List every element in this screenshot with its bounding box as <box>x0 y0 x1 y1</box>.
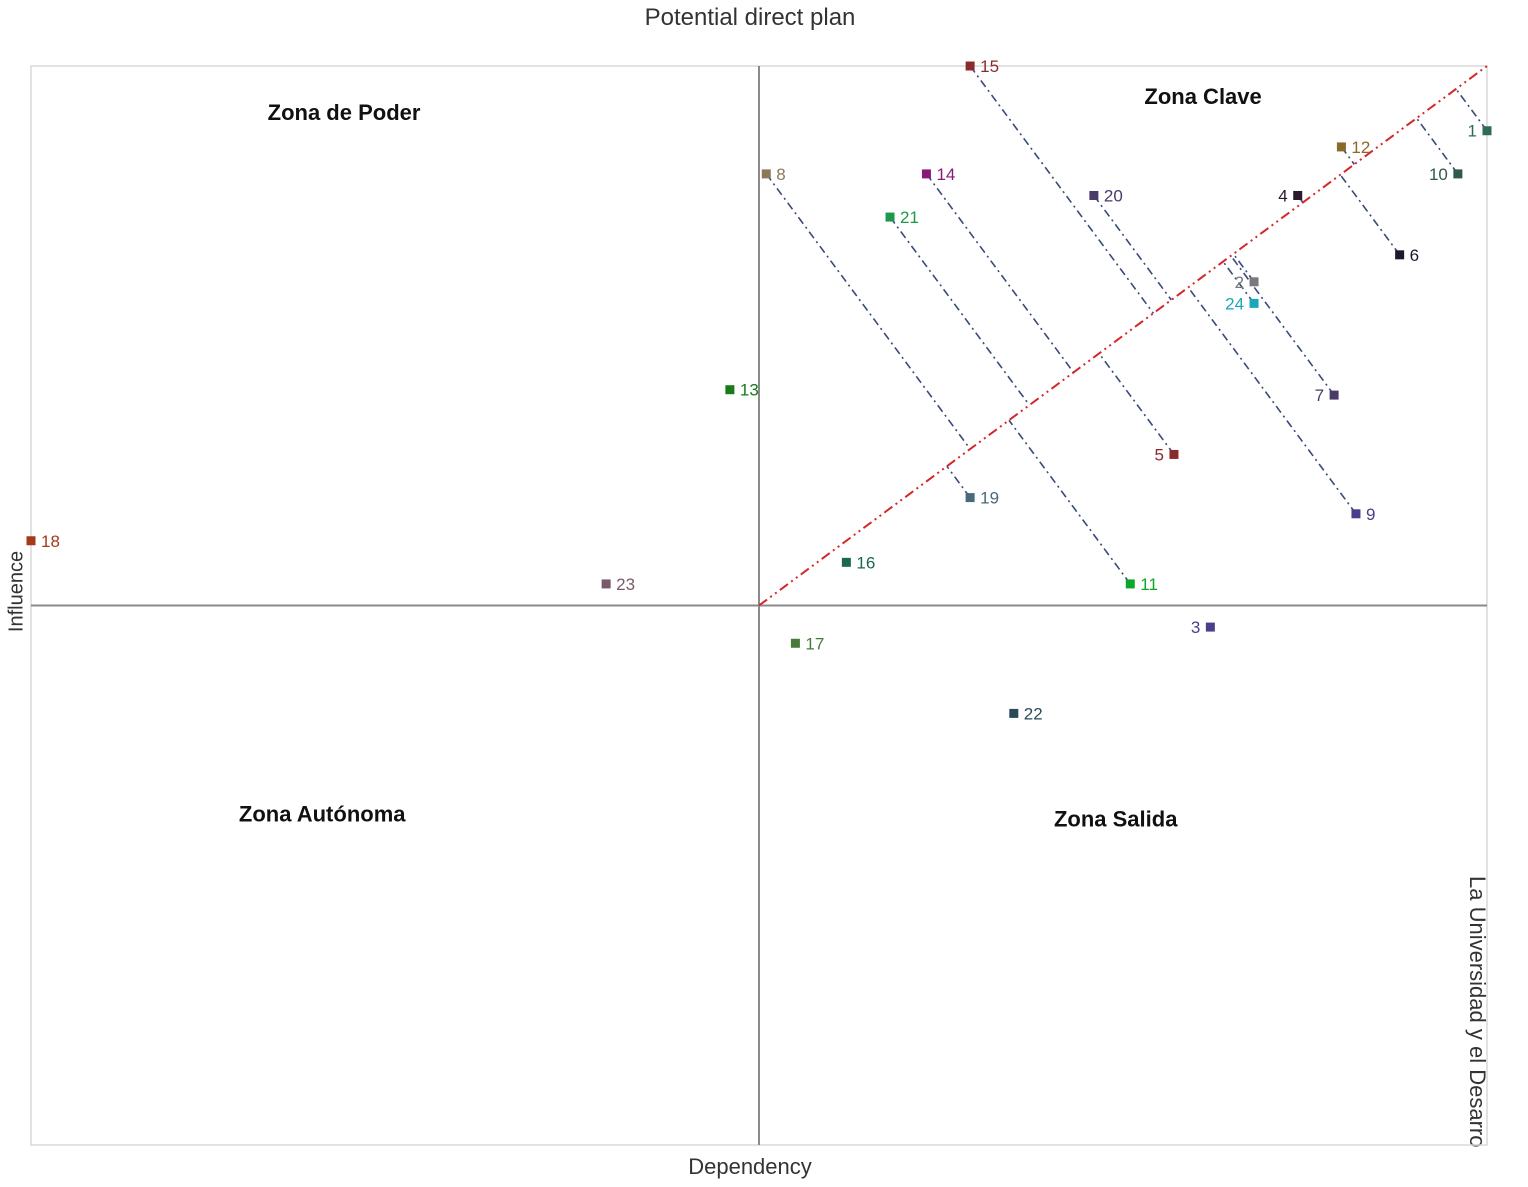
data-point-23 <box>601 579 611 589</box>
data-point-16 <box>841 557 851 567</box>
projection-line-19 <box>946 465 971 499</box>
data-point-9 <box>1351 509 1361 519</box>
projection-line-24 <box>1222 261 1255 304</box>
projection-line-20 <box>1093 195 1172 301</box>
point-label-19: 19 <box>980 489 999 508</box>
projection-line-1 <box>1455 88 1488 132</box>
point-label-23: 23 <box>616 575 635 594</box>
point-label-10: 10 <box>1429 165 1448 184</box>
projection-line-6 <box>1339 174 1401 256</box>
point-label-7: 7 <box>1315 386 1324 405</box>
point-label-22: 22 <box>1024 704 1043 723</box>
projection-line-9 <box>1187 286 1357 515</box>
point-label-4: 4 <box>1278 186 1287 205</box>
projection-line-7 <box>1230 255 1335 396</box>
projection-line-21 <box>889 216 1031 406</box>
point-label-12: 12 <box>1351 138 1370 157</box>
data-point-4 <box>1293 190 1303 200</box>
data-point-14 <box>921 169 931 179</box>
data-point-10 <box>1453 169 1463 179</box>
point-label-3: 3 <box>1191 618 1200 637</box>
point-label-17: 17 <box>805 634 824 653</box>
point-label-20: 20 <box>1104 186 1123 205</box>
projection-line-5 <box>1098 352 1175 455</box>
projection-line-15 <box>969 65 1154 314</box>
data-point-11 <box>1125 579 1135 589</box>
data-point-17 <box>790 638 800 648</box>
data-point-13 <box>725 385 735 395</box>
x-axis-label: Dependency <box>688 1154 812 1179</box>
point-label-2: 2 <box>1235 273 1244 292</box>
projection-line-10 <box>1415 117 1459 175</box>
data-point-21 <box>885 212 895 222</box>
chart-title: Potential direct plan <box>644 4 856 31</box>
data-point-5 <box>1169 449 1179 459</box>
diagonal-reference-line <box>758 65 1488 607</box>
projection-line-14 <box>925 173 1075 373</box>
point-label-8: 8 <box>776 165 785 184</box>
data-point-15 <box>965 61 975 71</box>
zone-label-4: Zona Salida <box>1054 807 1178 832</box>
point-label-14: 14 <box>936 165 955 184</box>
point-label-16: 16 <box>856 553 875 572</box>
data-point-8 <box>761 169 771 179</box>
point-label-11: 11 <box>1140 575 1158 594</box>
data-point-19 <box>965 493 975 503</box>
data-point-18 <box>26 536 36 546</box>
data-point-6 <box>1395 250 1405 260</box>
data-point-24 <box>1249 298 1259 308</box>
data-point-7 <box>1329 390 1339 400</box>
point-label-6: 6 <box>1410 246 1419 265</box>
point-label-1: 1 <box>1468 122 1477 141</box>
point-label-9: 9 <box>1366 505 1375 524</box>
data-point-2 <box>1249 277 1259 287</box>
data-point-22 <box>1009 708 1019 718</box>
zone-label-3: Zona Autónoma <box>239 801 406 826</box>
projection-line-2 <box>1232 253 1255 283</box>
point-label-18: 18 <box>41 532 60 551</box>
data-point-3 <box>1205 622 1215 632</box>
point-label-15: 15 <box>980 57 999 76</box>
data-point-1 <box>1482 126 1492 136</box>
data-point-20 <box>1089 190 1099 200</box>
zone-label-1: Zona de Poder <box>268 100 421 125</box>
zone-label-2: Zona Clave <box>1144 84 1261 109</box>
data-point-12 <box>1336 142 1346 152</box>
point-label-5: 5 <box>1154 445 1163 464</box>
projection-line-8 <box>765 173 971 450</box>
point-label-24: 24 <box>1225 294 1244 313</box>
point-label-21: 21 <box>900 208 919 227</box>
projection-line-11 <box>1008 419 1131 585</box>
point-label-13: 13 <box>740 381 759 400</box>
